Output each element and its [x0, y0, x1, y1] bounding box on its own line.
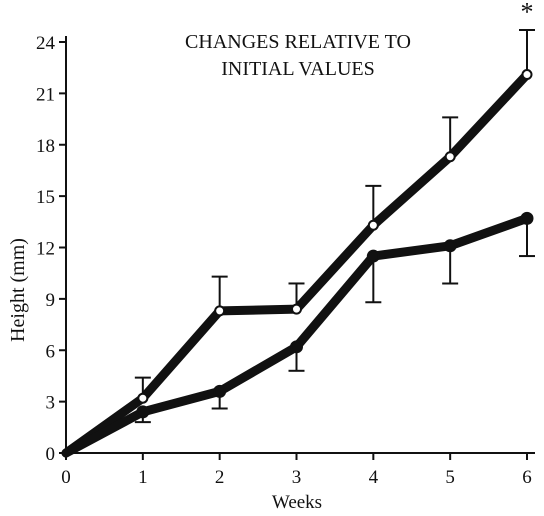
open-circle-marker — [214, 305, 226, 317]
y-tick-label: 0 — [46, 444, 56, 465]
series-lines — [61, 70, 532, 458]
chart-title-line-1: CHANGES RELATIVE TO — [185, 31, 411, 53]
filled-circle-marker — [290, 340, 303, 354]
filled-circle-marker — [366, 249, 380, 263]
y-tick-label: 21 — [36, 84, 55, 105]
y-tick-label: 6 — [46, 341, 56, 362]
chart-title-line-2: INITIAL VALUES — [221, 58, 375, 80]
x-axis-label: Weeks — [272, 492, 322, 513]
y-tick-label: 18 — [36, 136, 55, 157]
y-axis-label: Height (mm) — [7, 238, 29, 342]
x-tick-label: 3 — [292, 467, 302, 488]
filled-circle-marker — [443, 239, 457, 253]
filled-circle-marker — [136, 405, 150, 419]
y-tick-label: 3 — [46, 393, 56, 414]
axes — [59, 36, 535, 460]
error-bars — [134, 29, 535, 424]
significance-asterisk: * — [521, 0, 534, 27]
x-tick-label: 2 — [215, 467, 225, 488]
x-tick-label: 1 — [138, 467, 148, 488]
open-circle-marker — [367, 219, 379, 231]
data-markers — [136, 69, 534, 419]
y-tick-label: 24 — [36, 33, 56, 54]
open-circle-marker — [521, 69, 533, 81]
filled-circle-marker — [213, 384, 227, 398]
x-tick-label: 6 — [522, 467, 532, 488]
x-tick-label: 5 — [445, 467, 455, 488]
series-line-2 — [61, 213, 532, 458]
x-tick-label: 0 — [61, 467, 71, 488]
x-tick-label: 4 — [369, 467, 379, 488]
series-line-1 — [61, 70, 532, 458]
open-circle-marker — [291, 303, 302, 315]
open-circle-marker — [137, 392, 149, 404]
filled-circle-marker — [520, 211, 534, 225]
y-tick-label: 15 — [36, 187, 55, 208]
open-circle-marker — [444, 151, 456, 163]
y-tick-label: 12 — [36, 239, 55, 260]
chart-text: CHANGES RELATIVE TO INITIAL VALUES Weeks… — [7, 0, 534, 513]
y-tick-label: 9 — [46, 290, 56, 311]
